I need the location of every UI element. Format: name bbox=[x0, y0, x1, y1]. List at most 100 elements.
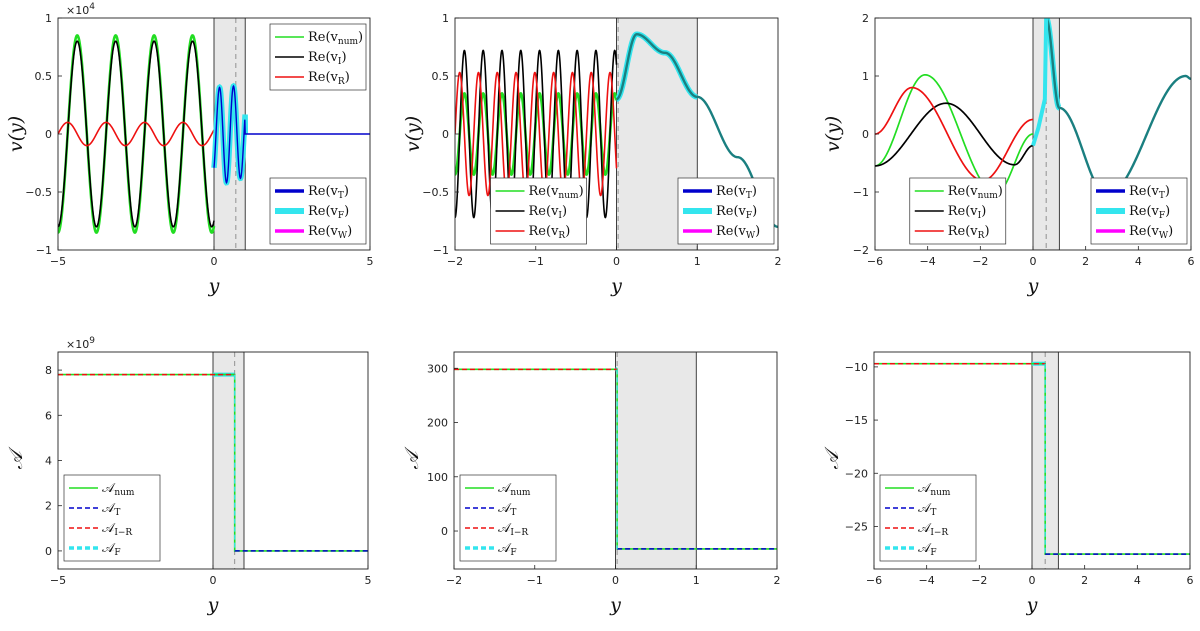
legend-label: 𝒜F bbox=[498, 541, 517, 558]
plot-area bbox=[454, 352, 777, 569]
legend: Re(vnum) Re(vI) Re(vR) bbox=[909, 177, 1007, 245]
legend: Re(vT) Re(vF) Re(vW) bbox=[269, 177, 367, 245]
legend-box bbox=[269, 23, 367, 91]
series-re-v-t bbox=[1045, 18, 1191, 197]
plot-area bbox=[58, 352, 368, 569]
x-tick-label: −5 bbox=[50, 574, 66, 587]
x-tick-label: −4 bbox=[920, 255, 936, 268]
legend-label: Re(vW) bbox=[716, 224, 760, 241]
legend-label: Re(vR) bbox=[948, 224, 990, 241]
y-tick-label: −10 bbox=[845, 361, 868, 374]
legend: 𝒜num 𝒜T 𝒜I−R 𝒜F bbox=[459, 474, 557, 562]
legend-label: 𝒜T bbox=[918, 501, 936, 518]
y-tick-label: 2 bbox=[862, 12, 869, 25]
legend-label: Re(vW) bbox=[308, 224, 352, 241]
x-tick-label: 6 bbox=[1188, 255, 1195, 268]
chart-panel-1: −5 0 5−1−0.500.51yv(y)×104Re(vnum)Re(vI)Re… bbox=[5, 2, 374, 297]
legend-label: 𝒜F bbox=[918, 541, 937, 558]
y-tick-label: −25 bbox=[845, 520, 868, 533]
x-axis-label: y bbox=[207, 594, 219, 616]
y-tick-label: 1 bbox=[45, 12, 52, 25]
exponent-label: ×104 bbox=[66, 2, 95, 17]
legend: 𝒜num 𝒜T 𝒜I−R 𝒜F bbox=[63, 474, 161, 562]
chart-panel-4: −5 0 5 0 2 4 6 8 y 𝒜 ×109 𝒜num 𝒜T 𝒜I−R 𝒜F bbox=[5, 336, 372, 616]
y-axis-label: v(y) bbox=[822, 116, 844, 152]
chart-panel-5: −2 −1 0 1 2 0 100 200 300 y 𝒜 𝒜num 𝒜T 𝒜I−R 𝒜F bbox=[401, 351, 781, 616]
y-tick-label: −0.5 bbox=[25, 186, 52, 199]
series-re-v-r bbox=[58, 121, 215, 147]
x-tick-label: 0 bbox=[613, 255, 620, 268]
legend-label: Re(vI) bbox=[308, 50, 347, 67]
x-tick-label: −6 bbox=[867, 255, 883, 268]
x-axis-label: y bbox=[208, 275, 220, 297]
x-tick-label: 1 bbox=[694, 255, 701, 268]
y-tick-label: 1 bbox=[442, 12, 449, 25]
y-tick-label: 1 bbox=[862, 70, 869, 83]
legend-label: 𝒜num bbox=[918, 481, 951, 498]
legend-label: Re(vnum) bbox=[308, 30, 363, 47]
x-tick-label: −2 bbox=[447, 255, 463, 268]
y-tick-label: 0 bbox=[442, 128, 449, 141]
x-tick-label: 0 bbox=[1029, 574, 1036, 587]
x-tick-label: 0 bbox=[210, 574, 217, 587]
y-tick-label: 4 bbox=[45, 455, 52, 468]
y-tick-label: 2 bbox=[45, 500, 52, 513]
y-axis-label: 𝒜 bbox=[401, 445, 423, 469]
legend-label: Re(vI) bbox=[948, 204, 987, 221]
series-re-v-t bbox=[616, 33, 778, 228]
legend-label: Re(vR) bbox=[308, 70, 350, 87]
x-tick-label: −2 bbox=[446, 574, 462, 587]
plot-area bbox=[874, 352, 1190, 569]
legend-label: Re(vI) bbox=[529, 204, 568, 221]
series-re-v-t bbox=[213, 84, 370, 185]
x-tick-label: −5 bbox=[50, 255, 66, 268]
legend-label: Re(vT) bbox=[1129, 184, 1170, 201]
x-tick-label: 2 bbox=[774, 574, 781, 587]
x-axis-label: y bbox=[609, 594, 621, 616]
y-tick-label: 0 bbox=[45, 128, 52, 141]
series-re-v-r bbox=[455, 71, 618, 197]
legend-label: 𝒜T bbox=[102, 501, 120, 518]
y-tick-label: 0 bbox=[45, 545, 52, 558]
series-re-v-num bbox=[875, 73, 1034, 195]
legend-label: Re(vT) bbox=[716, 184, 757, 201]
y-tick-label: −1 bbox=[36, 244, 52, 257]
exponent-label: ×109 bbox=[66, 336, 95, 351]
x-tick-label: −1 bbox=[528, 255, 544, 268]
x-tick-label: 2 bbox=[1082, 255, 1089, 268]
series-re-v-i bbox=[875, 102, 1034, 167]
y-axis-label: v(y) bbox=[5, 116, 27, 152]
x-axis-label: y bbox=[610, 275, 622, 297]
legend-label: Re(vR) bbox=[529, 224, 571, 241]
x-tick-label: 5 bbox=[365, 574, 372, 587]
y-axis-label: 𝒜 bbox=[821, 445, 843, 469]
x-tick-label: 4 bbox=[1134, 574, 1141, 587]
y-axis-label: v(y) bbox=[402, 116, 424, 152]
y-tick-label: −1 bbox=[433, 244, 449, 257]
x-axis-label: y bbox=[1027, 275, 1039, 297]
chart-panel-3: −6 −4 −2 0 2 4 6−2−1012yv(y)Re(vnum)Re(vI)Re(v… bbox=[822, 12, 1195, 297]
plot-area bbox=[875, 18, 1191, 250]
legend: Re(vT) Re(vF) Re(vW) bbox=[677, 177, 775, 245]
x-tick-label: 0 bbox=[211, 255, 218, 268]
chart-panel-2: −2 −1 0 1 2−1−0.500.51yv(y)Re(vnum)Re(vI)Re(… bbox=[402, 12, 782, 297]
x-tick-label: 0 bbox=[612, 574, 619, 587]
legend: 𝒜num 𝒜T 𝒜I−R 𝒜F bbox=[879, 474, 977, 562]
x-axis-label: y bbox=[1026, 594, 1038, 616]
y-tick-label: 0 bbox=[862, 128, 869, 141]
legend-label: Re(vF) bbox=[1129, 204, 1170, 221]
series-re-v-i bbox=[58, 40, 215, 228]
y-tick-label: −0.5 bbox=[422, 186, 449, 199]
x-tick-label: −4 bbox=[919, 574, 935, 587]
y-tick-label: −2 bbox=[853, 244, 869, 257]
y-axis-label: 𝒜 bbox=[5, 445, 27, 469]
x-tick-label: 6 bbox=[1187, 574, 1194, 587]
x-tick-label: −6 bbox=[866, 574, 882, 587]
y-tick-label: 200 bbox=[427, 417, 448, 430]
x-tick-label: −2 bbox=[972, 255, 988, 268]
x-tick-label: 5 bbox=[367, 255, 374, 268]
y-tick-label: 8 bbox=[45, 364, 52, 377]
legend-label: Re(vW) bbox=[1129, 224, 1173, 241]
legend-label: 𝒜num bbox=[102, 481, 135, 498]
